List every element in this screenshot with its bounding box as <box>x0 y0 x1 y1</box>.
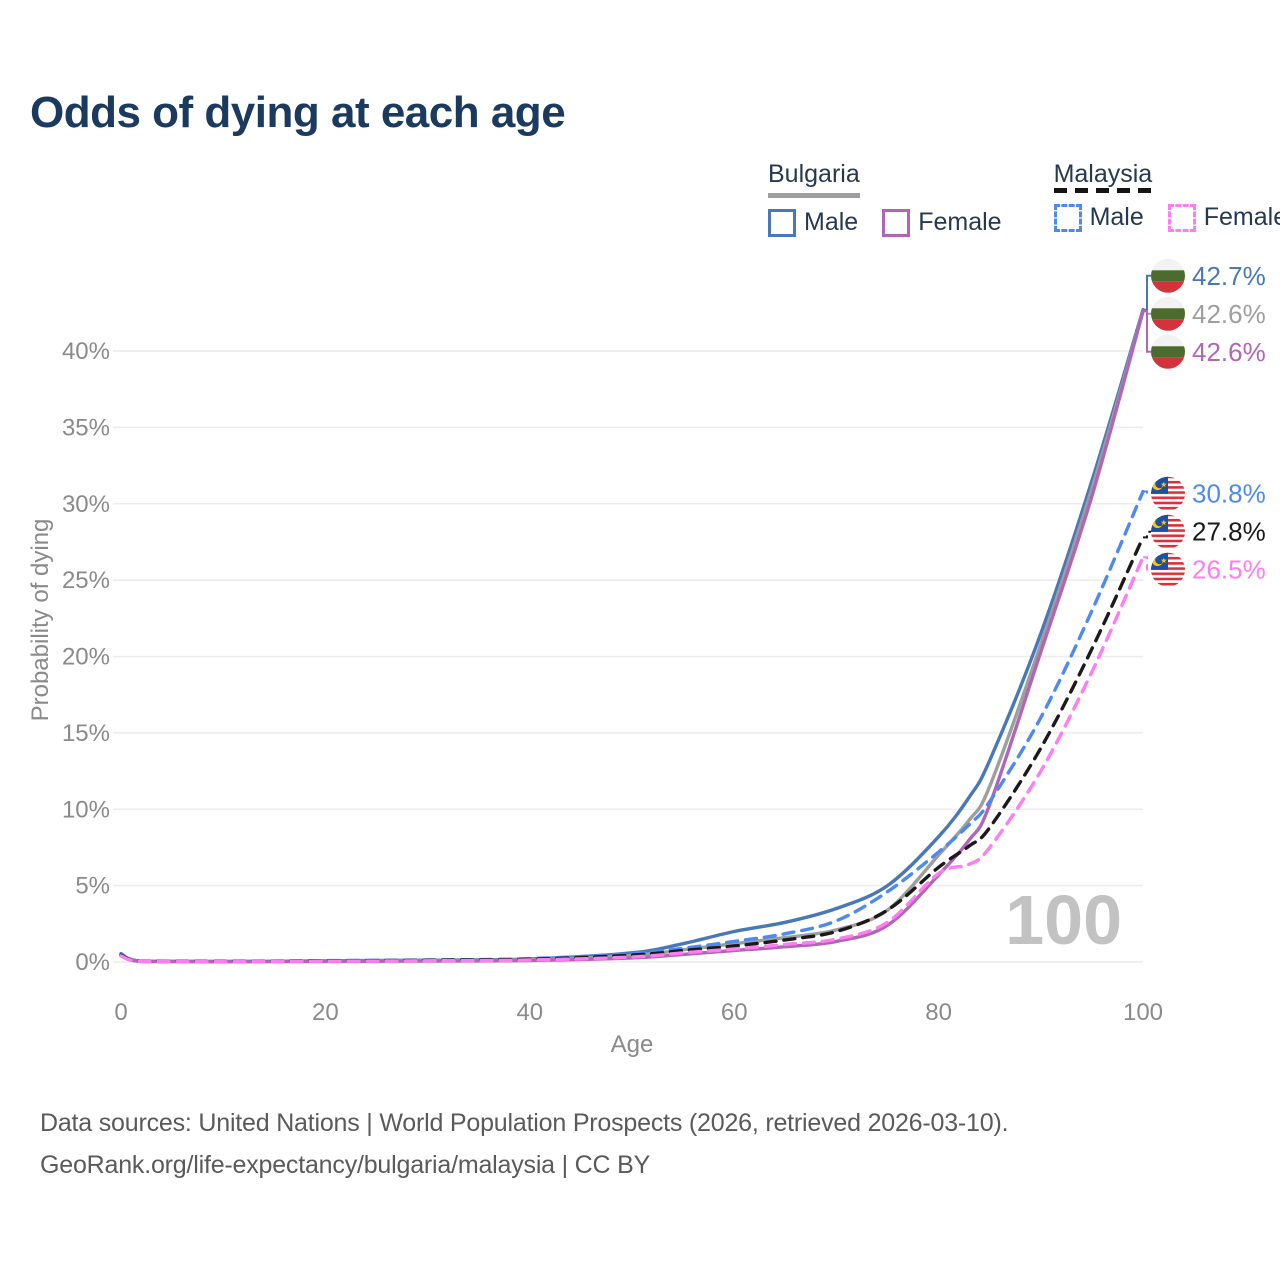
data-sources-line2: GeoRank.org/life-expectancy/bulgaria/mal… <box>40 1151 651 1179</box>
legend-swatch-malaysia-male[interactable] <box>1053 203 1082 232</box>
legend-country-bulgaria[interactable]: Bulgaria <box>768 160 860 198</box>
page-title: Odds of dying at each age <box>30 88 566 137</box>
y-tick-label: 40% <box>62 338 110 365</box>
data-sources-line1: Data sources: United Nations | World Pop… <box>40 1109 1009 1137</box>
end-label-bulgaria-female: 42.6% <box>1192 337 1266 367</box>
y-tick-label: 35% <box>62 414 110 441</box>
hover-age-watermark: 100 <box>1005 881 1122 959</box>
chart-svg[interactable]: 100 0% 5% 10% 15% 20% 25% 30% 35% 40% 0 20 40 60 80 10… <box>0 0 1280 1080</box>
legend: Bulgaria Male Female Malaysia Male Femal… <box>768 160 1280 237</box>
x-tick-label: 80 <box>925 999 952 1026</box>
bulgaria-flag-icon <box>1150 334 1186 370</box>
label-connector <box>1143 556 1151 571</box>
malaysia-flag-icon <box>1150 476 1186 512</box>
label-connector <box>1143 490 1151 495</box>
y-tick-label: 5% <box>75 873 110 900</box>
x-tick-label: 20 <box>312 999 339 1026</box>
y-tick-label: 10% <box>62 796 110 823</box>
end-label-malaysia-male: 30.8% <box>1192 479 1266 509</box>
end-label-bulgaria-male: 42.7% <box>1192 261 1266 291</box>
x-axis-label: Age <box>611 1031 654 1058</box>
series-line-bulgaria-female <box>119 309 1145 964</box>
legend-label-bulgaria-female[interactable]: Female <box>918 208 1002 236</box>
series-line-bulgaria-both-sexes <box>119 309 1145 964</box>
series-line-malaysia-female <box>119 555 1145 964</box>
legend-swatch-bulgaria-female[interactable] <box>882 208 911 237</box>
x-tick-label: 40 <box>516 999 543 1026</box>
label-connector <box>1143 530 1151 539</box>
data-sources: Data sources: United Nations | World Pop… <box>40 1102 1009 1186</box>
legend-group-bulgaria: Bulgaria Male Female <box>768 160 1018 237</box>
bulgaria-flag-icon <box>1150 258 1186 294</box>
legend-label-bulgaria-male[interactable]: Male <box>804 208 859 236</box>
series-line-bulgaria-male <box>119 308 1145 964</box>
y-tick-label: 0% <box>75 949 110 976</box>
legend-country-malaysia[interactable]: Malaysia <box>1053 160 1153 193</box>
y-tick-label: 15% <box>62 720 110 747</box>
y-axis-label: Probability of dying <box>27 519 54 722</box>
label-connector <box>1143 310 1151 353</box>
x-tick-label: 60 <box>721 999 748 1026</box>
bulgaria-flag-icon <box>1150 296 1186 332</box>
legend-swatch-malaysia-female[interactable] <box>1167 203 1196 232</box>
legend-group-malaysia: Malaysia Male Female <box>1053 160 1280 237</box>
malaysia-flag-icon <box>1150 552 1186 588</box>
x-tick-label: 100 <box>1123 999 1163 1026</box>
series-line-malaysia-male <box>119 489 1145 964</box>
chart-area[interactable]: 100 0% 5% 10% 15% 20% 25% 30% 35% 40% 0 20 40 60 80 10… <box>0 0 1280 1080</box>
series-line-malaysia-both-sexes <box>119 535 1145 964</box>
end-label-malaysia-female: 26.5% <box>1192 555 1266 585</box>
end-label-malaysia-both-sexes: 27.8% <box>1192 517 1266 547</box>
legend-label-malaysia-male[interactable]: Male <box>1089 203 1144 231</box>
label-connector <box>1143 274 1151 311</box>
legend-swatch-bulgaria-male[interactable] <box>768 208 796 237</box>
y-tick-label: 25% <box>62 567 110 594</box>
y-tick-label: 20% <box>62 644 110 671</box>
x-tick-label: 0 <box>114 999 127 1026</box>
malaysia-flag-icon <box>1150 514 1186 550</box>
y-tick-label: 30% <box>62 491 110 518</box>
end-label-bulgaria-both-sexes: 42.6% <box>1192 299 1266 329</box>
legend-label-malaysia-female[interactable]: Female <box>1203 203 1280 231</box>
